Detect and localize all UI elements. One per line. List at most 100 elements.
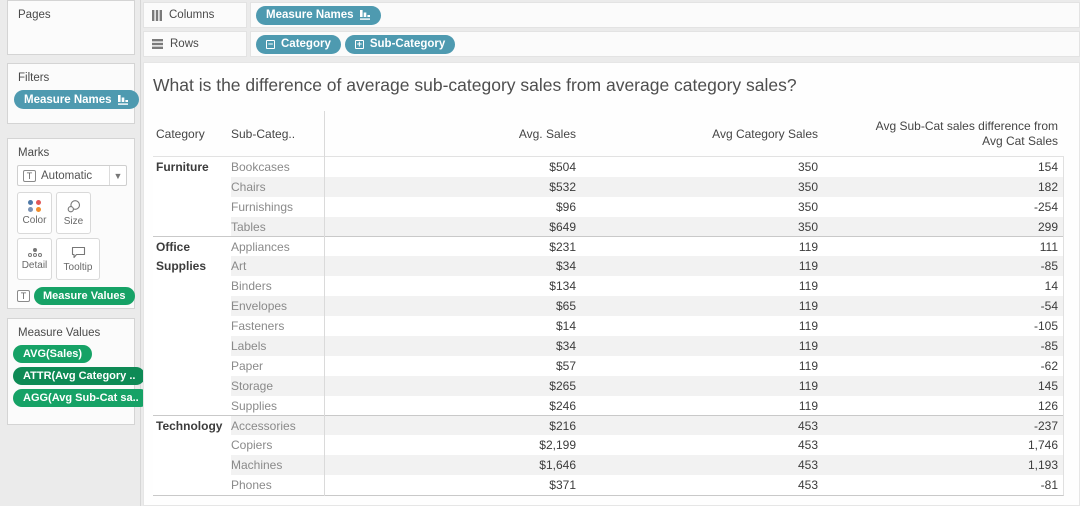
subcategory-cell[interactable]: Accessories [231,419,296,433]
difference-cell[interactable]: 182 [1037,180,1058,194]
avg-category-sales-cell[interactable]: 350 [797,180,818,194]
avg-sales-cell[interactable]: $2,199 [539,438,576,452]
avg-category-sales-cell[interactable]: 119 [798,399,818,413]
table-row[interactable]: Supplies Art $34 119 -85 [153,256,1063,276]
difference-cell[interactable]: -81 [1040,478,1058,492]
table-row[interactable]: Labels $34 119 -85 [153,336,1063,356]
rows-pill-sub-category[interactable]: + Sub-Category [344,34,456,54]
collapse-minus-icon[interactable]: − [266,39,275,49]
category-cell[interactable] [153,217,231,237]
subcategory-cell[interactable]: Tables [231,220,266,234]
category-cell[interactable] [153,177,231,197]
size-button[interactable]: Size [56,192,91,234]
avg-sales-cell[interactable]: $371 [549,478,576,492]
header-category[interactable]: Category [156,126,205,141]
table-row[interactable]: Paper $57 119 -62 [153,356,1063,376]
avg-category-sales-cell[interactable]: 350 [797,200,818,214]
chevron-down-icon[interactable]: ▼ [109,166,126,185]
avg-sales-cell[interactable]: $96 [555,200,576,214]
category-cell[interactable]: Office [156,240,191,254]
difference-cell[interactable]: 154 [1037,160,1058,174]
category-cell[interactable] [153,475,231,495]
expand-plus-icon[interactable]: + [354,39,364,49]
filter-pill-measure-names[interactable]: Measure Names [14,90,139,109]
avg-sales-cell[interactable]: $1,646 [539,458,576,472]
avg-category-sales-cell[interactable]: 350 [797,220,818,234]
difference-cell[interactable]: -254 [1033,200,1058,214]
rows-shelf-drop-area[interactable]: − Category + Sub-Category [250,31,1080,57]
measure-pill-attr-avg-category[interactable]: ATTR(Avg Category .. [13,367,146,385]
avg-category-sales-cell[interactable]: 453 [797,438,818,452]
subcategory-cell[interactable]: Art [231,259,247,273]
difference-cell[interactable]: 145 [1037,379,1058,393]
header-avg-category-sales[interactable]: Avg Category Sales [712,126,818,141]
avg-sales-cell[interactable]: $57 [555,359,576,373]
avg-category-sales-cell[interactable]: 119 [798,379,818,393]
difference-cell[interactable]: 299 [1037,220,1058,234]
table-row[interactable]: Tables $649 350 299 [153,217,1063,237]
columns-shelf-drop-area[interactable]: Measure Names [250,2,1080,28]
detail-button[interactable]: Detail [17,238,52,280]
avg-sales-cell[interactable]: $216 [549,419,576,433]
avg-sales-cell[interactable]: $34 [555,339,576,353]
category-cell[interactable] [153,276,231,296]
difference-cell[interactable]: -85 [1040,259,1058,273]
header-avg-sales[interactable]: Avg. Sales [518,126,576,141]
subcategory-cell[interactable]: Supplies [231,399,278,413]
category-cell[interactable] [153,376,231,396]
avg-sales-cell[interactable]: $134 [549,279,576,293]
subcategory-cell[interactable]: Bookcases [231,160,290,174]
table-row[interactable]: Machines $1,646 453 1,193 [153,455,1063,475]
header-difference[interactable]: Avg Sub-Cat sales difference from Avg Ca… [818,119,1064,149]
table-row[interactable]: Envelopes $65 119 -54 [153,296,1063,316]
measure-pill-avg-sales[interactable]: AVG(Sales) [13,345,93,363]
table-row[interactable]: Supplies $246 119 126 [153,396,1063,416]
subcategory-cell[interactable]: Phones [231,478,272,492]
table-row[interactable]: Furniture Bookcases $504 350 154 [153,157,1063,177]
difference-cell[interactable]: 126 [1037,399,1058,413]
difference-cell[interactable]: -105 [1033,319,1058,333]
category-cell[interactable] [153,197,231,217]
avg-sales-cell[interactable]: $532 [549,180,576,194]
avg-sales-cell[interactable]: $265 [549,379,576,393]
difference-cell[interactable]: -54 [1040,299,1058,313]
avg-category-sales-cell[interactable]: 350 [797,160,818,174]
difference-cell[interactable]: -85 [1040,339,1058,353]
filters-shelf[interactable]: Filters Measure Names [7,63,139,124]
subcategory-cell[interactable]: Storage [231,379,274,393]
subcategory-cell[interactable]: Furnishings [231,200,294,214]
category-cell[interactable] [153,396,231,416]
avg-category-sales-cell[interactable]: 119 [798,359,818,373]
table-row[interactable]: Technology Accessories $216 453 -237 [153,415,1063,435]
avg-category-sales-cell[interactable]: 119 [798,319,818,333]
category-cell[interactable] [153,435,231,455]
avg-sales-cell[interactable]: $65 [555,299,576,313]
subcategory-cell[interactable]: Labels [231,339,267,353]
category-cell[interactable]: Technology [156,419,223,433]
avg-category-sales-cell[interactable]: 119 [798,259,818,273]
table-row[interactable]: Storage $265 119 145 [153,376,1063,396]
header-subcategory[interactable]: Sub-Categ.. [231,126,296,141]
subcategory-cell[interactable]: Copiers [231,438,273,452]
avg-sales-cell[interactable]: $504 [549,160,576,174]
category-cell[interactable]: Supplies [156,259,207,273]
marks-pill-measure-values[interactable]: Measure Values [34,287,135,305]
avg-category-sales-cell[interactable]: 453 [797,419,818,433]
avg-sales-cell[interactable]: $246 [549,399,576,413]
subcategory-cell[interactable]: Appliances [231,240,290,254]
measure-pill-agg-avg-subcat[interactable]: AGG(Avg Sub-Cat sa.. [13,389,149,407]
difference-cell[interactable]: 1,193 [1027,458,1058,472]
avg-category-sales-cell[interactable]: 119 [798,240,818,254]
tooltip-button[interactable]: Tooltip [56,238,100,280]
avg-sales-cell[interactable]: $231 [549,240,576,254]
avg-category-sales-cell[interactable]: 119 [798,279,818,293]
subcategory-cell[interactable]: Binders [231,279,272,293]
avg-sales-cell[interactable]: $14 [555,319,576,333]
category-cell[interactable] [153,356,231,376]
category-cell[interactable] [153,455,231,475]
difference-cell[interactable]: -62 [1040,359,1058,373]
subcategory-cell[interactable]: Paper [231,359,264,373]
table-row[interactable]: Binders $134 119 14 [153,276,1063,296]
subcategory-cell[interactable]: Fasteners [231,319,285,333]
table-row[interactable]: Chairs $532 350 182 [153,177,1063,197]
